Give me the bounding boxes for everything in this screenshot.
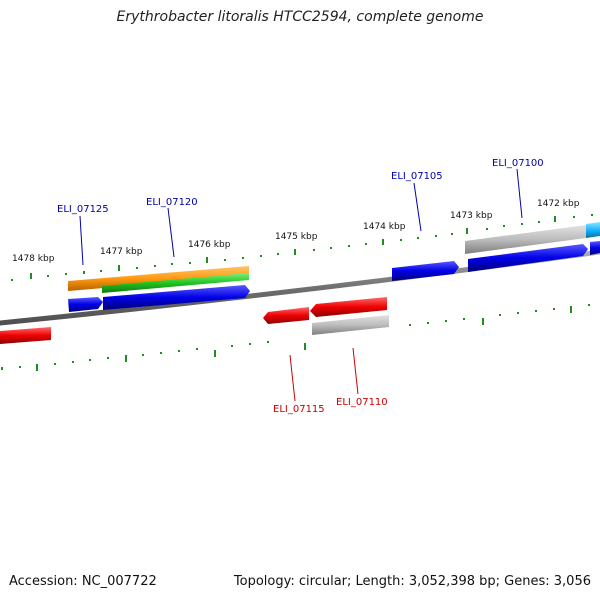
gene-arrow-green[interactable] — [102, 273, 249, 293]
gene-label[interactable]: ELI_07125 — [57, 204, 109, 215]
gene-label[interactable]: ELI_07105 — [391, 171, 443, 182]
scale-label: 1475 kbp — [275, 232, 318, 242]
gene-labels: ELI_07100 ELI_07105 ELI_07120 ELI_07125 … — [57, 158, 544, 415]
gene-arrow-blue[interactable] — [590, 241, 600, 255]
gene-arrow-red[interactable] — [263, 307, 309, 324]
gene-arrow-gray[interactable] — [312, 315, 389, 335]
gene-label[interactable]: ELI_07110 — [336, 397, 388, 408]
gene-arrow-blue[interactable] — [392, 261, 459, 281]
scale-label: 1476 kbp — [188, 240, 231, 250]
scale-labels: 1472 kbp 1473 kbp 1474 kbp 1475 kbp 1476… — [12, 199, 580, 264]
page-title: Erythrobacter litoralis HTCC2594, comple… — [116, 9, 484, 25]
forward-tick-row — [11, 214, 593, 281]
gene-arrow-blue[interactable] — [68, 297, 103, 312]
forward-genes — [68, 222, 600, 312]
gene-label[interactable]: ELI_07120 — [146, 197, 198, 208]
reverse-genes — [0, 297, 389, 344]
gene-arrow-blue[interactable] — [468, 244, 588, 272]
scale-label: 1477 kbp — [100, 247, 143, 257]
gene-arrow-gray[interactable] — [465, 225, 586, 254]
gene-arrow-cyan[interactable] — [586, 222, 600, 238]
gene-arrow-orange[interactable] — [68, 266, 249, 291]
gene-arrow-blue[interactable] — [103, 285, 250, 310]
gene-label[interactable]: ELI_07100 — [492, 158, 544, 169]
scale-label: 1478 kbp — [12, 254, 55, 264]
gene-label[interactable]: ELI_07115 — [273, 404, 325, 415]
reverse-tick-row — [1, 304, 590, 371]
scale-label: 1474 kbp — [363, 222, 406, 232]
scale-label: 1473 kbp — [450, 211, 493, 221]
label-leaders — [79, 168, 523, 402]
gene-arrow-red[interactable] — [310, 297, 387, 317]
scale-label: 1472 kbp — [537, 199, 580, 209]
genome-summary-text: Topology: circular; Length: 3,052,398 bp… — [233, 574, 591, 589]
gene-arrow-red[interactable] — [0, 327, 51, 344]
accession-text: Accession: NC_007722 — [9, 574, 157, 589]
